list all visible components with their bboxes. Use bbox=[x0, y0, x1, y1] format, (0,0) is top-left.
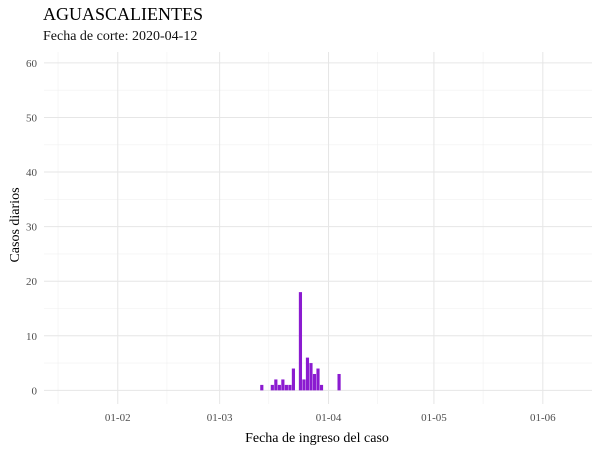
data-bar bbox=[302, 379, 306, 391]
x-tick-label: 01-05 bbox=[421, 412, 447, 424]
y-tick-label: 30 bbox=[26, 222, 38, 234]
data-bar bbox=[316, 368, 320, 391]
x-tick-label: 01-02 bbox=[105, 412, 131, 424]
data-bar bbox=[274, 379, 278, 391]
data-bar bbox=[277, 384, 281, 391]
data-bar bbox=[319, 384, 324, 391]
y-axis-label: Casos diarios bbox=[8, 187, 23, 262]
y-tick-label: 50 bbox=[26, 112, 38, 124]
axis-layer: 0 10 20 30 40 50 60 01-02 01-03 01-04 01-05 01-06 bbox=[26, 58, 556, 424]
data-bar bbox=[270, 384, 274, 391]
data-bar bbox=[281, 379, 285, 391]
data-bar bbox=[312, 373, 317, 391]
data-bar bbox=[337, 373, 341, 391]
y-tick-label: 20 bbox=[26, 276, 38, 288]
data-bar bbox=[288, 384, 292, 391]
grid-layer bbox=[44, 52, 592, 404]
y-tick-label: 40 bbox=[26, 167, 38, 179]
y-tick-label: 0 bbox=[32, 385, 38, 397]
x-axis-label: Fecha de ingreso del caso bbox=[245, 431, 389, 446]
data-bar bbox=[260, 384, 264, 391]
bar-layer bbox=[260, 292, 341, 391]
data-bar bbox=[291, 368, 295, 391]
data-bar bbox=[305, 357, 310, 391]
x-tick-label: 01-06 bbox=[530, 412, 556, 424]
data-bar bbox=[298, 292, 303, 391]
chart-title: AGUASCALIENTES bbox=[43, 4, 203, 24]
data-bar bbox=[284, 384, 288, 391]
y-tick-label: 10 bbox=[26, 331, 38, 343]
y-tick-label: 60 bbox=[26, 58, 38, 70]
x-tick-label: 01-03 bbox=[207, 412, 233, 424]
chart-subtitle: Fecha de corte: 2020-04-12 bbox=[43, 29, 198, 44]
data-bar bbox=[309, 363, 313, 391]
x-tick-label: 01-04 bbox=[316, 412, 342, 424]
